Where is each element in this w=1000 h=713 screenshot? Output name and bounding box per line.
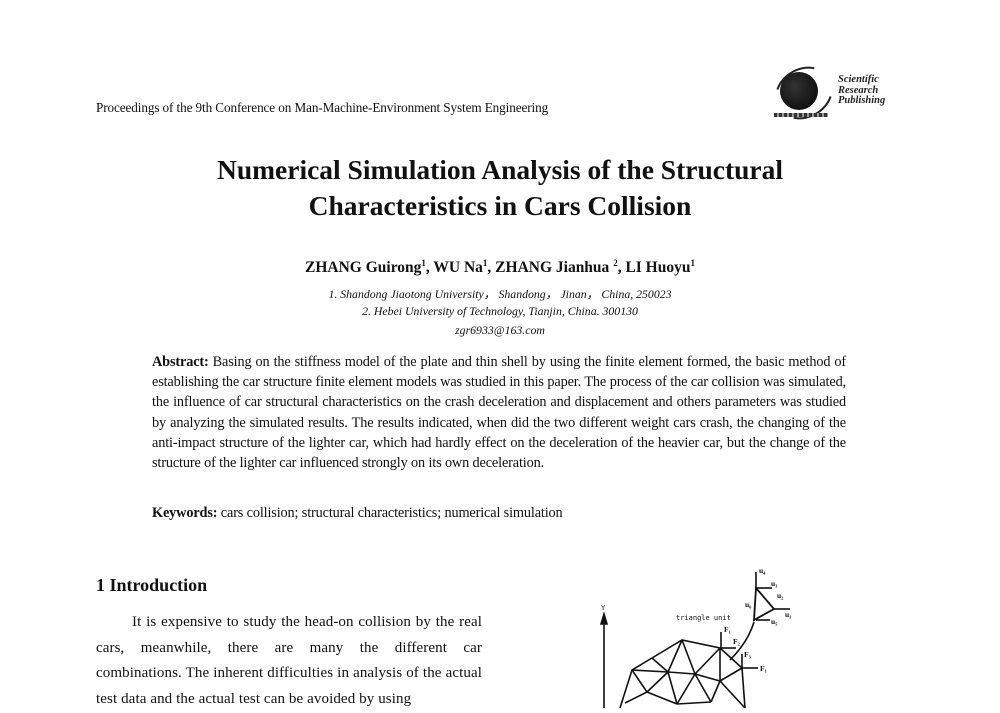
affiliation-1: 1. Shandong Jiaotong University， Shandon… (328, 287, 672, 301)
svg-text:u₄: u₄ (759, 566, 766, 575)
keywords-text: cars collision; structural characteristi… (217, 505, 563, 521)
svg-text:u₃: u₃ (771, 579, 778, 588)
author-affil-mark: 2 (613, 258, 618, 268)
globe-logo-icon (780, 72, 818, 110)
abstract-text: Basing on the stiffness model of the pla… (152, 354, 846, 472)
author-affil-mark: 1 (421, 258, 426, 268)
y-axis-label: Y (601, 604, 606, 612)
abstract: Abstract: Basing on the stiffness model … (152, 352, 846, 473)
author-name: LI Huoyu (625, 259, 691, 276)
section-heading-introduction: 1 Introduction (96, 575, 208, 595)
triangle-unit-label: triangle unit (676, 614, 731, 622)
affiliation-2: 2. Hebei University of Technology, Tianj… (362, 304, 638, 318)
svg-text:u₆: u₆ (745, 600, 752, 609)
publisher-line-3: Publishing (838, 95, 886, 106)
keywords-label: Keywords: (152, 505, 218, 521)
svg-text:F₃: F₃ (744, 650, 752, 659)
author-name: WU Na (433, 259, 483, 276)
keywords: Keywords: cars collision; structural cha… (152, 505, 563, 522)
publisher-line-2: Research (838, 84, 879, 96)
author-name: ZHANG Jianhua (495, 259, 614, 276)
author-email: zgr6933@163.com (455, 323, 545, 337)
publisher-line-1: Scientific (838, 74, 879, 85)
logo-base-decoration (774, 113, 828, 117)
publisher-logo: Scientific Research Publishing (765, 56, 902, 130)
author-affil-mark: 1 (482, 258, 488, 268)
svg-text:u₅: u₅ (771, 617, 778, 626)
finite-element-mesh-figure: Y triangle unit F₁ F₂ F₃ F₁ u₄ u₃ u₂ u₁ … (580, 560, 820, 709)
author-name: ZHANG Guirong (305, 259, 422, 276)
title-line-1: Numerical Simulation Analysis of the Str… (216, 154, 784, 185)
publisher-name: Scientific Research Publishing (838, 74, 886, 107)
author-affil-mark: 1 (690, 258, 695, 268)
abstract-label: Abstract: (152, 354, 209, 370)
svg-text:u₂: u₂ (777, 591, 784, 600)
svg-text:F₁: F₁ (760, 664, 767, 673)
svg-text:F₂: F₂ (733, 637, 741, 646)
title-line-2: Characteristics in Cars Collision (308, 190, 692, 221)
author-list: ZHANG Guirong1, WU Na1, ZHANG Jianhua 2,… (305, 258, 695, 276)
mesh-diagram-icon: Y triangle unit F₁ F₂ F₃ F₁ u₄ u₃ u₂ u₁ … (599, 566, 791, 709)
svg-text:u₁: u₁ (785, 610, 791, 619)
introduction-paragraph: It is expensive to study the head-on col… (96, 614, 482, 707)
proceedings-header: Proceedings of the 9th Conference on Man… (96, 100, 549, 115)
paper-title: Numerical Simulation Analysis of the Str… (0, 152, 1000, 224)
svg-text:F₁: F₁ (724, 625, 731, 634)
